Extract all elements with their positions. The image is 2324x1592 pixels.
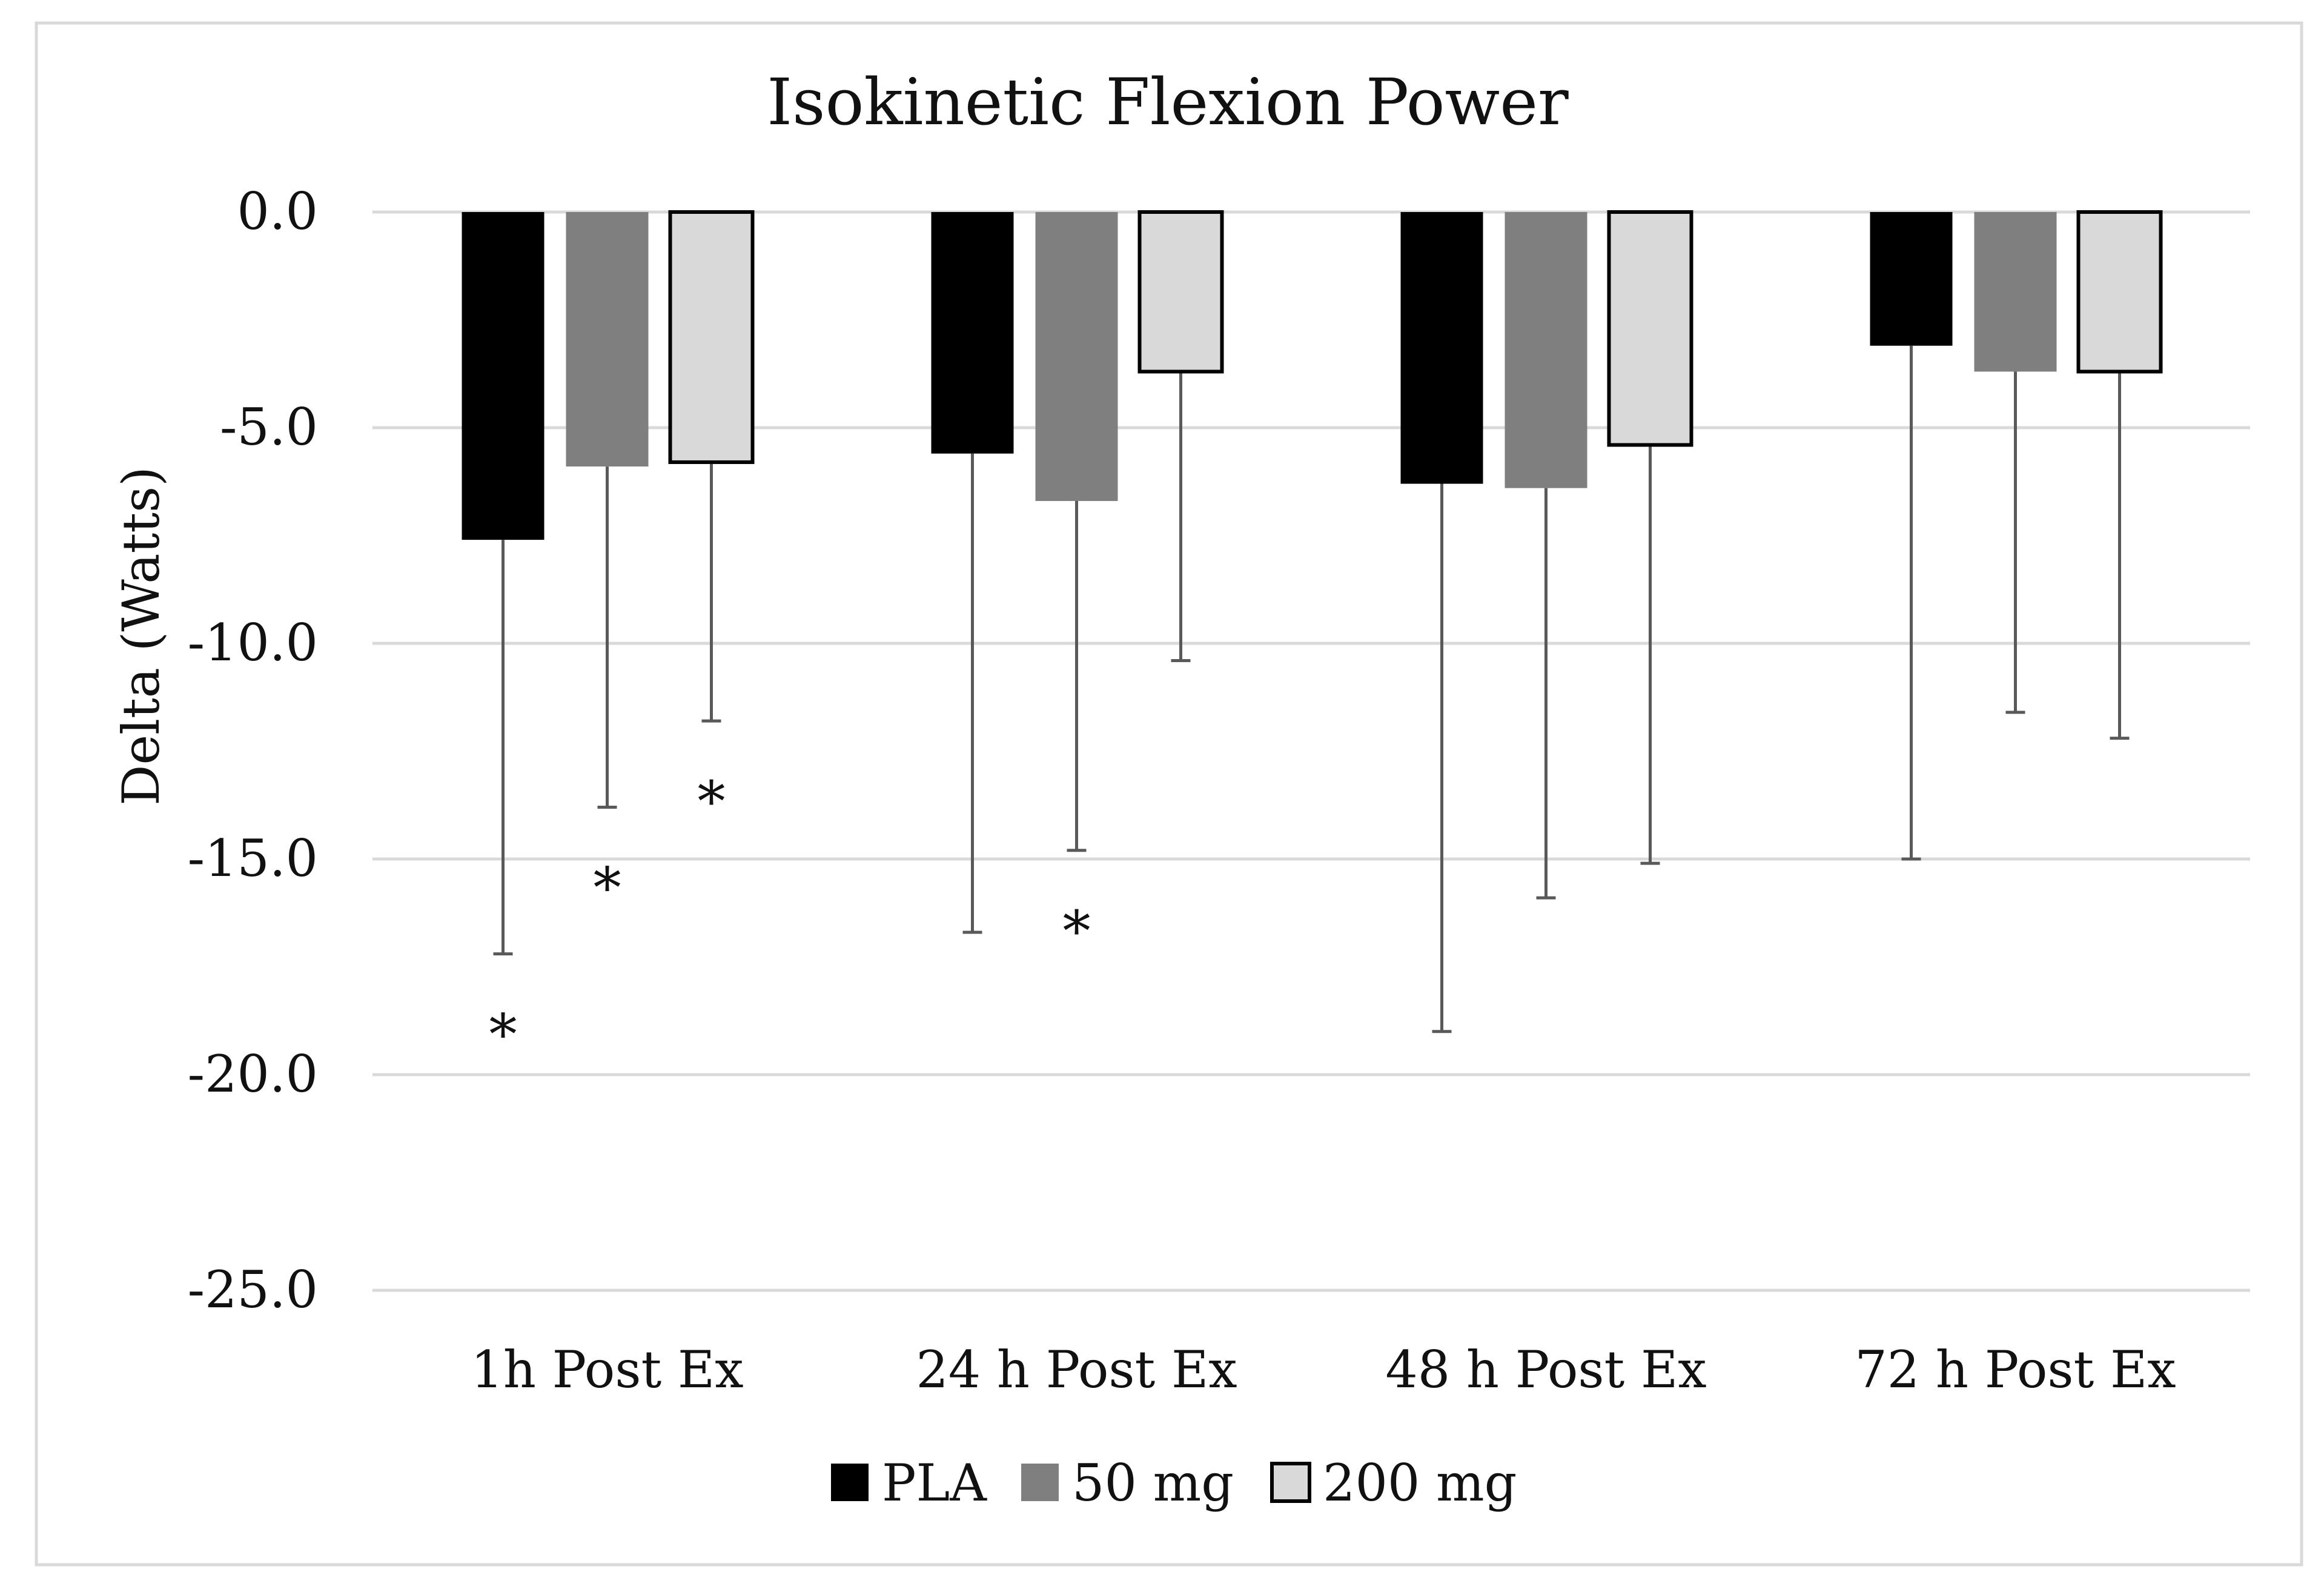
y-tick-label: -5.0: [220, 397, 318, 457]
bar: [1400, 212, 1483, 484]
bar: [566, 212, 649, 467]
bar: [1974, 212, 2057, 372]
legend-swatch: [1270, 1462, 1311, 1503]
bar: [1870, 212, 1953, 346]
y-tick-label: 0.0: [237, 182, 318, 241]
significance-marker: *: [698, 769, 726, 834]
bar: [931, 212, 1014, 454]
y-axis-label: Delta (Watts): [111, 466, 171, 806]
error-bars: [493, 345, 2130, 1033]
bar: [668, 210, 755, 464]
bar: [1607, 210, 1693, 447]
legend-label: 200 mg: [1323, 1453, 1517, 1513]
legend-label: PLA: [882, 1453, 987, 1513]
significance-markers: * * * *: [489, 769, 1091, 1067]
y-tick-label: -25.0: [188, 1260, 318, 1319]
y-tick-label: -15.0: [188, 829, 318, 888]
significance-marker: *: [1063, 899, 1091, 964]
bars: [462, 210, 2163, 540]
y-tick-labels: 0.0 -5.0 -10.0 -15.0 -20.0 -25.0: [188, 182, 318, 1319]
bar: [1505, 212, 1587, 488]
bar: [462, 212, 545, 540]
y-tick-label: -20.0: [188, 1044, 318, 1104]
legend-swatch: [831, 1464, 869, 1501]
bar: [2076, 210, 2163, 374]
significance-marker: *: [594, 856, 621, 921]
legend-label: 50 mg: [1072, 1453, 1234, 1513]
x-tick-labels: 1h Post Ex 24 h Post Ex 48 h Post Ex 72 h P…: [471, 1340, 2176, 1399]
significance-marker: *: [489, 1003, 517, 1067]
x-tick-label: 1h Post Ex: [471, 1340, 743, 1399]
legend-swatch: [1021, 1464, 1059, 1501]
x-tick-label: 72 h Post Ex: [1855, 1340, 2176, 1399]
bar: [1137, 210, 1224, 374]
legend: PLA 50 mg 200 mg: [831, 1453, 1517, 1513]
x-tick-label: 24 h Post Ex: [916, 1340, 1237, 1399]
chart-title: Isokinetic Flexion Power: [767, 65, 1569, 139]
bar: [1035, 212, 1118, 502]
y-tick-label: -10.0: [188, 613, 318, 672]
x-tick-label: 48 h Post Ex: [1385, 1340, 1706, 1399]
